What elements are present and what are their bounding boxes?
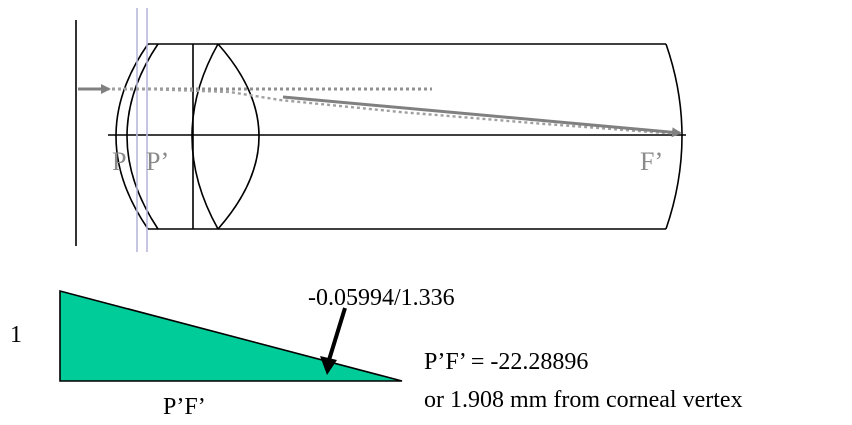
triangle-slope-label: -0.05994/1.336 xyxy=(308,285,455,311)
refracted-ray-dotted xyxy=(112,87,679,136)
focal-length-result: P’F’ = -22.28896 xyxy=(424,349,588,375)
triangle-base-label: P’F’ xyxy=(163,394,206,420)
distance-from-vertex-label: or 1.908 mm from corneal vertex xyxy=(424,387,743,413)
slope-pointer-line xyxy=(327,307,347,361)
triangle-height-label: 1 xyxy=(10,322,22,348)
eye-labels: P P’ F’ xyxy=(112,147,663,176)
cornea-back-surface xyxy=(126,43,159,230)
ray-paths xyxy=(78,84,682,138)
label-p-prime: P’ xyxy=(146,147,169,176)
eye-schematic xyxy=(75,20,686,246)
principal-planes xyxy=(136,8,148,252)
lens-front-surface xyxy=(191,43,219,230)
refracted-ray-arrow xyxy=(282,95,682,138)
slope-triangle xyxy=(59,289,403,382)
cornea-front-surface xyxy=(115,43,149,230)
triangle-diagram: 1 P’F’ -0.05994/1.336 P’F’ = -22.28896 o… xyxy=(10,285,743,420)
lens-back-surface xyxy=(217,43,260,230)
slope-pointer-head xyxy=(320,356,337,375)
retina-surface xyxy=(665,43,683,230)
label-p: P xyxy=(112,147,126,176)
label-f-prime: F’ xyxy=(640,147,663,176)
